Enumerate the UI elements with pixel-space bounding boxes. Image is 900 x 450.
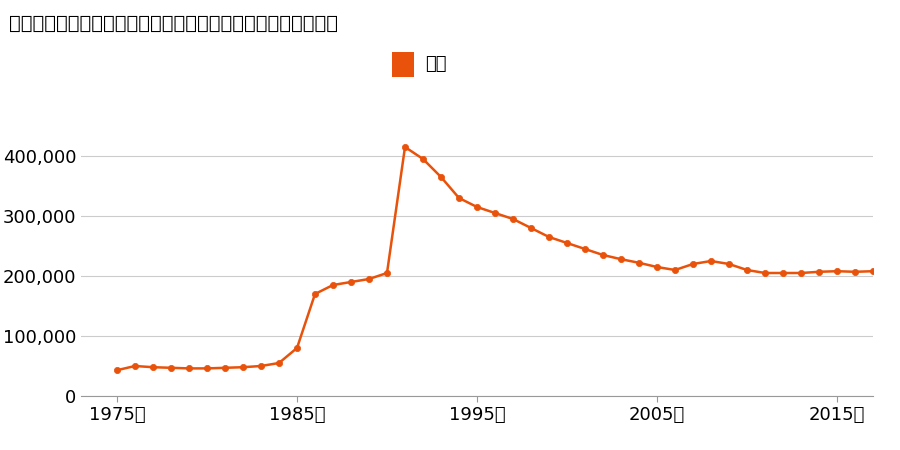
Text: 価格: 価格	[425, 55, 446, 73]
Text: 神奈川県横浜市磯子区上中里町字大サキ８７番２６の地価推移: 神奈川県横浜市磯子区上中里町字大サキ８７番２６の地価推移	[9, 14, 338, 32]
Bar	[392, 52, 414, 76]
